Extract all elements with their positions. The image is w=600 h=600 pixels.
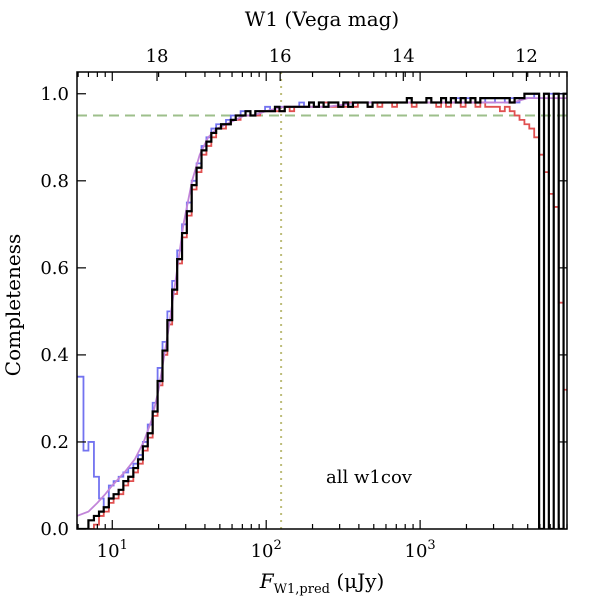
y-tick-label: 1.0 xyxy=(40,84,69,105)
series-line-4 xyxy=(77,92,567,529)
top-x-tick-label: 14 xyxy=(392,46,415,67)
top-x-axis: 18 16 14 12 xyxy=(146,46,538,81)
series-line-2 xyxy=(77,101,567,529)
y-tick-label: 0.4 xyxy=(40,345,69,366)
x-axis-label-subscript: W1,pred xyxy=(274,582,330,597)
y-axis: 0.0 0.2 0.4 0.6 0.8 1.0 xyxy=(40,84,567,540)
y-tick-label: 0.2 xyxy=(40,432,69,453)
axes-frame xyxy=(76,71,568,530)
top-axis-label: W1 (Vega mag) xyxy=(245,7,399,31)
x-axis-label-main: F xyxy=(259,569,275,593)
x-tick-label: 102 xyxy=(251,538,282,562)
plot-area xyxy=(77,72,567,529)
series-line-3 xyxy=(77,97,567,517)
plot-frame xyxy=(76,71,568,530)
y-axis-label: Completeness xyxy=(1,234,25,376)
x-axis-label: FW1,pred (μJy) xyxy=(259,569,385,597)
x-tick-label: 101 xyxy=(97,538,128,562)
x-axis-label-unit: (μJy) xyxy=(330,569,384,593)
plot-content xyxy=(77,72,567,529)
y-tick-label: 0.8 xyxy=(40,171,69,192)
y-tick-label: 0.0 xyxy=(40,519,69,540)
top-x-tick-label: 18 xyxy=(146,46,169,67)
y-tick-label: 0.6 xyxy=(40,258,69,279)
x-tick-label: 103 xyxy=(405,538,436,562)
series-line-1 xyxy=(77,92,567,509)
top-x-tick-label: 12 xyxy=(515,46,538,67)
annotation-label: all w1cov xyxy=(326,467,413,488)
top-x-tick-label: 16 xyxy=(269,46,292,67)
bottom-x-axis: 101 102 103 xyxy=(77,72,568,562)
